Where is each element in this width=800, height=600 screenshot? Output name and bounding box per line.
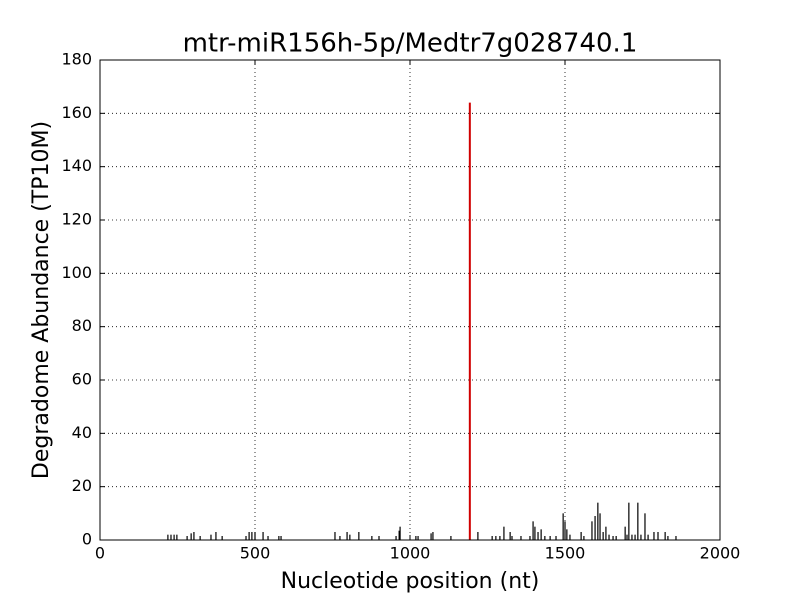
y-tick-label: 180 bbox=[61, 50, 92, 69]
x-axis-label: Nucleotide position (nt) bbox=[281, 569, 540, 594]
x-tick-label: 0 bbox=[95, 544, 105, 563]
x-tick-label: 1500 bbox=[545, 544, 586, 563]
y-tick-label: 120 bbox=[61, 210, 92, 229]
x-tick-label: 2000 bbox=[700, 544, 741, 563]
y-tick-label: 40 bbox=[72, 423, 92, 442]
y-tick-label: 0 bbox=[82, 530, 92, 549]
x-tick-label: 1000 bbox=[390, 544, 431, 563]
y-tick-label: 140 bbox=[61, 156, 92, 175]
chart-title: mtr-miR156h-5p/Medtr7g028740.1 bbox=[183, 29, 638, 59]
y-tick-label: 100 bbox=[61, 263, 92, 282]
y-tick-label: 80 bbox=[72, 316, 92, 335]
axes-frame bbox=[99, 59, 721, 541]
y-axis-label: Degradome Abundance (TP10M) bbox=[29, 121, 54, 479]
x-tick-label: 500 bbox=[240, 544, 271, 563]
y-tick-label: 60 bbox=[72, 370, 92, 389]
y-tick-label: 160 bbox=[61, 103, 92, 122]
y-tick-label: 20 bbox=[72, 476, 92, 495]
